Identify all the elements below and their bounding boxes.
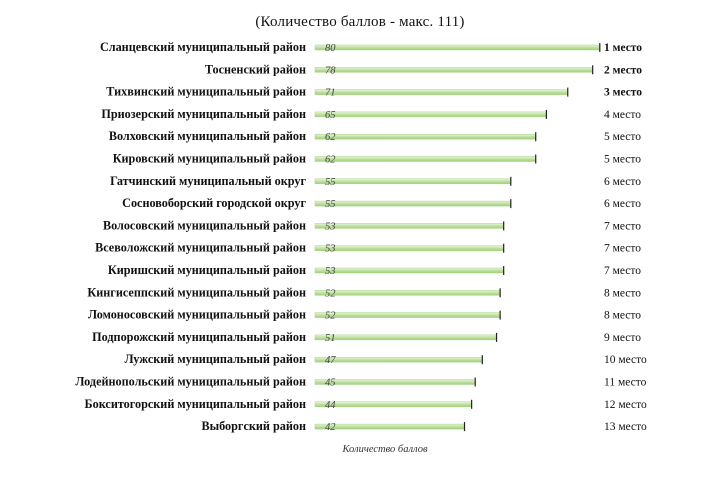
category-label: Подпорожский муниципальный район [92,330,306,344]
bar [314,156,536,162]
value-label: 80 [325,43,336,54]
category-label: Тихвинский муниципальный район [106,85,306,99]
value-label: 53 [325,221,336,232]
category-label: Сланцевский муниципальный район [100,40,306,54]
category-label: Всеволожский муниципальный район [95,241,306,255]
rank-label: 8 место [604,310,641,322]
value-label: 62 [325,132,336,143]
bar [314,178,512,185]
category-label: Лужский муниципальный район [125,352,306,366]
value-label: 47 [325,355,336,366]
bar [314,267,504,274]
bar [314,401,472,408]
rank-label: 5 место [604,131,641,143]
value-label: 52 [325,311,336,322]
category-label: Гатчинский муниципальный округ [110,174,306,188]
rank-label: 11 место [604,377,647,389]
bar [314,200,512,207]
bar [314,223,504,229]
rank-label: 2 место [604,64,642,76]
rank-label: 7 место [604,265,641,277]
rank-label: 7 место [604,220,641,232]
value-label: 78 [325,65,336,76]
value-label: 44 [325,400,336,411]
value-label: 65 [325,110,336,121]
bar [314,133,536,140]
value-label: 71 [325,88,336,99]
bar [314,89,569,95]
bar [314,111,547,118]
value-label: 55 [325,177,336,188]
category-label: Сосновоборский городской округ [122,196,306,210]
category-label: Бокситогорский муниципальный район [85,397,306,411]
rank-label: 3 место [604,87,642,99]
category-label: Выборгский район [201,419,306,433]
bar [314,67,593,73]
rank-label: 12 место [604,399,647,411]
rank-label: 4 место [604,109,641,121]
rank-label: 13 место [604,421,647,433]
rank-label: 6 место [604,176,641,188]
rank-label: 5 место [604,154,641,166]
category-label: Кингисеппский муниципальный район [87,285,306,299]
value-label: 55 [325,199,336,210]
bar [314,312,501,318]
rank-label: 8 место [604,287,641,299]
value-label: 62 [325,155,336,166]
chart-title: (Количество баллов - макс. 111) [255,14,465,30]
bar [314,356,483,363]
bar [314,290,501,296]
bar [314,423,465,430]
x-axis-label: Количество баллов [342,444,428,455]
rank-label: 7 место [604,243,641,255]
category-label: Лодейнопольский муниципальный район [75,375,306,389]
bar [314,245,504,251]
bar [314,44,601,51]
category-label: Кировский муниципальный район [113,152,306,166]
rank-label: 10 место [604,354,647,366]
category-label: Киришский муниципальный район [108,263,306,277]
category-label: Ломоносовский муниципальный район [88,308,306,322]
value-label: 52 [325,288,336,299]
category-label: Волосовский муниципальный район [103,218,306,232]
bar [314,379,476,385]
category-label: Волховский муниципальный район [109,129,306,143]
category-label: Тосненский район [205,62,306,76]
value-label: 45 [325,378,336,389]
category-label: Приозерский муниципальный район [101,107,306,121]
rank-label: 1 место [604,42,642,54]
value-label: 53 [325,244,336,255]
rank-label: 6 место [604,198,641,210]
rank-label: 9 место [604,332,641,344]
value-label: 51 [325,333,336,344]
value-label: 42 [325,422,336,433]
value-label: 53 [325,266,336,277]
bar [314,334,497,341]
